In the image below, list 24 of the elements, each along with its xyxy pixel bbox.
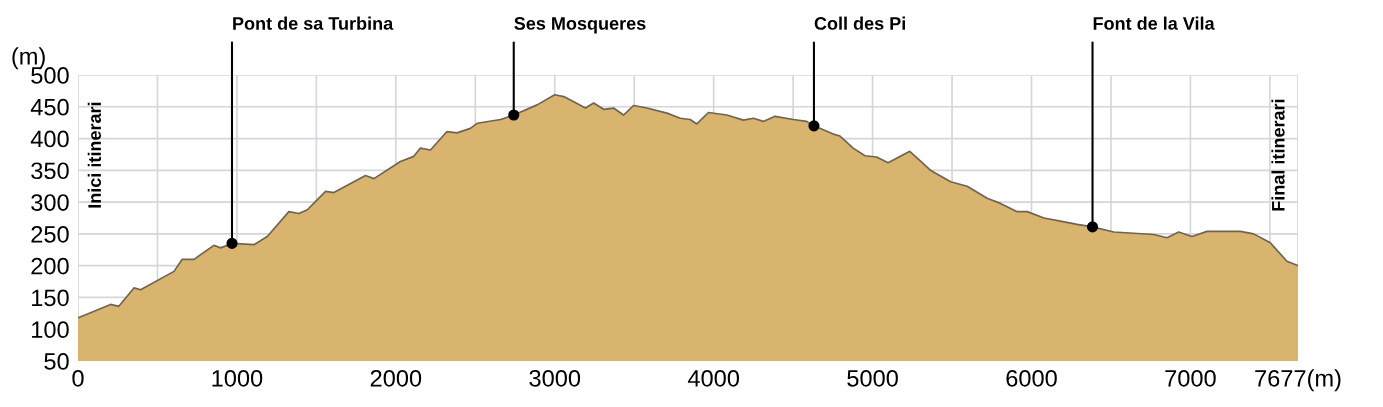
y-tick-label: 450 — [30, 98, 69, 116]
annotation: Pont de sa Turbina — [233, 16, 394, 30]
annotation: Inici itinerari — [87, 102, 102, 208]
y-tick-label: 250 — [31, 225, 69, 243]
y-tick-label: 100 — [32, 321, 69, 339]
x-tick-label: 7000 — [1165, 369, 1216, 387]
annotation: Coll des Pi — [814, 16, 905, 30]
x-tick-label: 0 — [72, 369, 84, 387]
annotation: Final itinerari — [1271, 99, 1285, 211]
y-tick-label: 200 — [31, 257, 69, 275]
y-tick-label: 50 — [44, 353, 69, 370]
x-tick-label: 4000 — [687, 369, 740, 387]
y-tick-label: 150 — [32, 289, 69, 307]
annotation: Font de la Vila — [1093, 16, 1215, 30]
x-tick-label: 2000 — [370, 369, 422, 387]
x-tick-label: 3000 — [529, 369, 581, 387]
x-tick-label: 1000 — [212, 369, 263, 387]
x-tick-label: 6000 — [1006, 369, 1057, 387]
y-tick-label: 350 — [31, 162, 69, 180]
annotation: Ses Mosqueres — [514, 17, 646, 34]
y-tick-label: 400 — [30, 130, 69, 148]
y-tick-label: 300 — [31, 194, 69, 211]
x-tick-label: 5000 — [847, 369, 898, 387]
x-tick-label: 7677(m) — [1255, 369, 1341, 392]
